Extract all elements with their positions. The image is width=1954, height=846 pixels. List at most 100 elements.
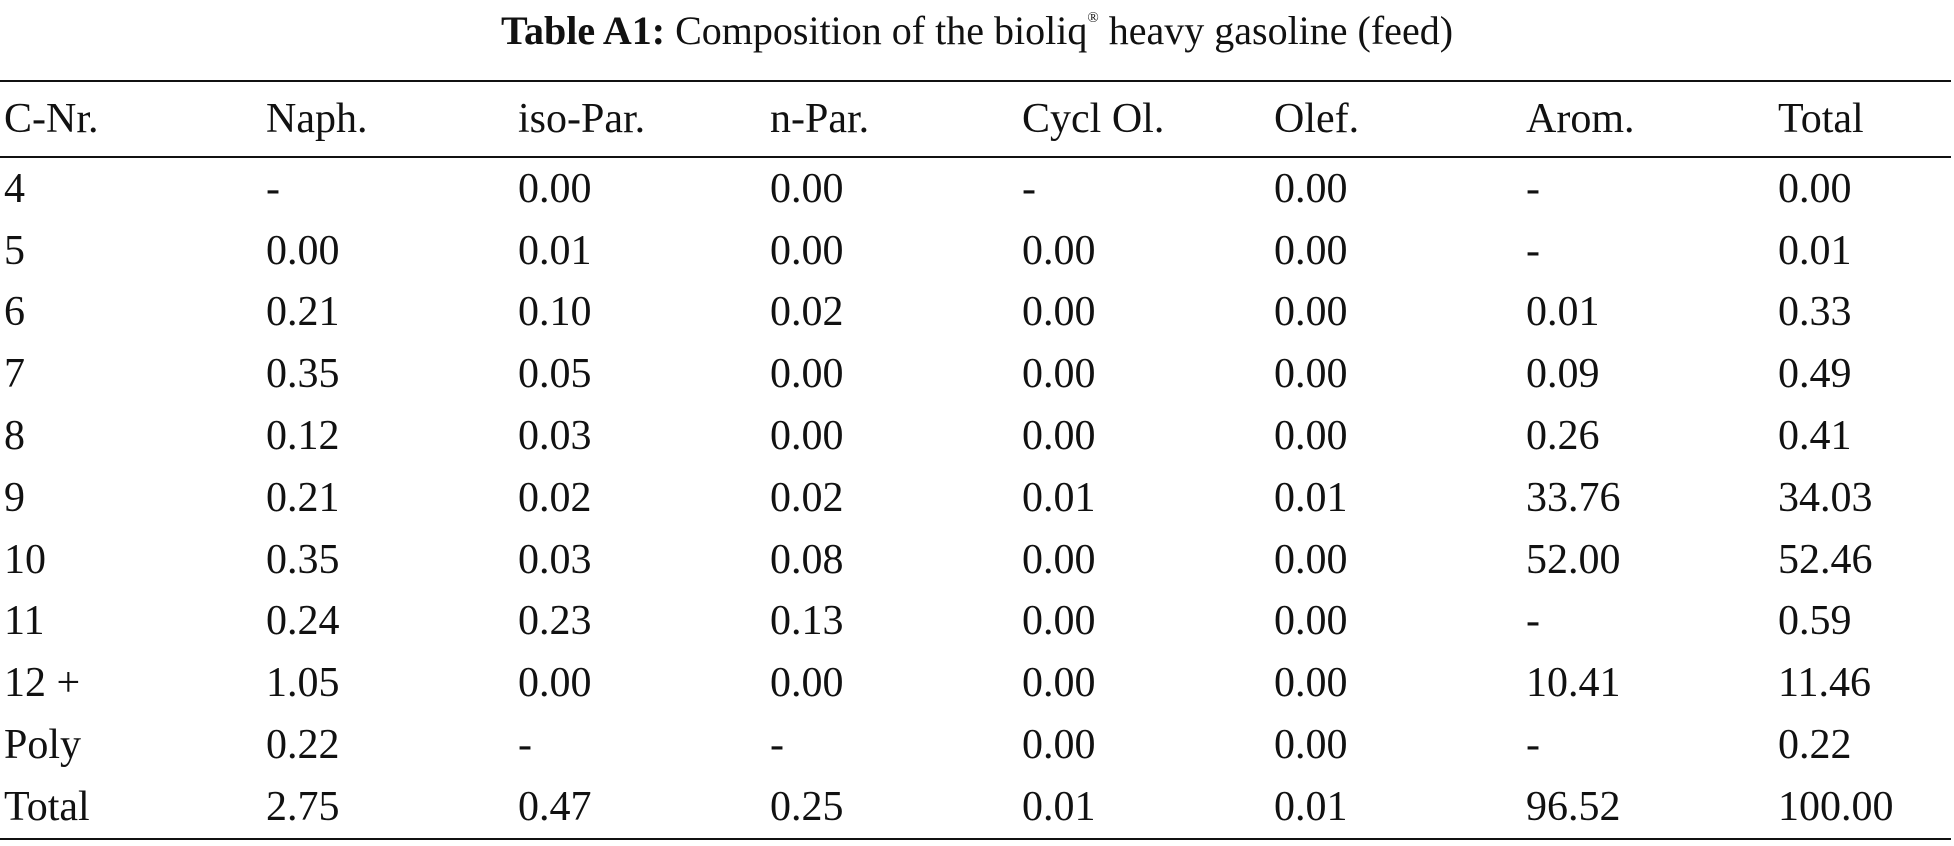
cell-iso-par: - [518, 722, 532, 769]
cell-olef: 0.00 [1274, 660, 1348, 707]
header-naph: Naph. [266, 96, 368, 142]
cell-total: 34.03 [1778, 474, 1873, 521]
cell-olef: 0.00 [1274, 165, 1348, 212]
cell-cycl-ol: 0.00 [1022, 660, 1096, 707]
cell-arom: 10.41 [1526, 660, 1621, 707]
cell-arom: - [1526, 165, 1540, 212]
header-n-par: n-Par. [770, 96, 870, 142]
cell-n-par: 0.00 [770, 413, 844, 460]
cell-cycl-ol: 0.00 [1022, 227, 1096, 274]
cell-olef: 0.00 [1274, 536, 1348, 583]
cell-iso-par: 0.03 [518, 413, 592, 460]
cell-total: 100.00 [1778, 783, 1894, 830]
cell-arom: 52.00 [1526, 536, 1621, 583]
table-row: 9 0.21 0.02 0.02 0.01 0.01 33.76 34.03 [0, 467, 1951, 529]
cell-iso-par: 0.02 [518, 474, 592, 521]
cell-naph: 0.21 [266, 474, 340, 521]
table-row: 4 - 0.00 0.00 - 0.00 - 0.00 [0, 157, 1951, 220]
cell-arom: 96.52 [1526, 783, 1621, 830]
cell-naph: 1.05 [266, 660, 340, 707]
header-total: Total [1778, 96, 1864, 142]
cell-iso-par: 0.47 [518, 783, 592, 830]
cell-c-nr: 4 [4, 165, 25, 212]
cell-naph: 0.24 [266, 598, 340, 645]
cell-arom: 0.01 [1526, 289, 1600, 336]
cell-total: 0.59 [1778, 598, 1852, 645]
cell-olef: 0.00 [1274, 227, 1348, 274]
cell-cycl-ol: - [1022, 165, 1036, 212]
cell-naph: - [266, 165, 280, 212]
cell-arom: - [1526, 722, 1540, 769]
cell-cycl-ol: 0.00 [1022, 289, 1096, 336]
cell-n-par: 0.00 [770, 165, 844, 212]
cell-olef: 0.00 [1274, 351, 1348, 398]
header-c-nr: C-Nr. [4, 96, 99, 142]
table-row: 8 0.12 0.03 0.00 0.00 0.00 0.26 0.41 [0, 405, 1951, 467]
cell-total: 0.01 [1778, 227, 1852, 274]
cell-olef: 0.01 [1274, 474, 1348, 521]
cell-naph: 0.21 [266, 289, 340, 336]
header-arom: Arom. [1526, 96, 1635, 142]
cell-naph: 0.35 [266, 351, 340, 398]
cell-n-par: - [770, 722, 784, 769]
cell-iso-par: 0.03 [518, 536, 592, 583]
cell-naph: 0.12 [266, 413, 340, 460]
cell-total: 11.46 [1778, 660, 1871, 707]
cell-iso-par: 0.05 [518, 351, 592, 398]
composition-table-container: C-Nr. Naph. iso-Par. n-Par. Cycl Ol. Ole… [0, 80, 1951, 840]
cell-cycl-ol: 0.01 [1022, 474, 1096, 521]
caption-label: Table A1: [500, 8, 666, 53]
caption-text-end: heavy gasoline (feed) [1098, 8, 1454, 53]
cell-n-par: 0.00 [770, 351, 844, 398]
cell-olef: 0.01 [1274, 783, 1348, 830]
header-cycl-ol: Cycl Ol. [1022, 96, 1165, 142]
cell-total: 0.33 [1778, 289, 1852, 336]
cell-total: 0.41 [1778, 413, 1852, 460]
cell-c-nr: 8 [4, 413, 25, 460]
cell-n-par: 0.02 [770, 474, 844, 521]
table-header-row: C-Nr. Naph. iso-Par. n-Par. Cycl Ol. Ole… [0, 81, 1951, 157]
table-caption: Table A1: Composition of the bioliq® hea… [0, 6, 1954, 65]
cell-olef: 0.00 [1274, 722, 1348, 769]
cell-iso-par: 0.00 [518, 660, 592, 707]
cell-cycl-ol: 0.00 [1022, 722, 1096, 769]
table-row: 5 0.00 0.01 0.00 0.00 0.00 - 0.01 [0, 220, 1951, 282]
composition-table: C-Nr. Naph. iso-Par. n-Par. Cycl Ol. Ole… [0, 80, 1951, 840]
cell-arom: 0.26 [1526, 413, 1600, 460]
cell-c-nr: 6 [4, 289, 25, 336]
cell-n-par: 0.13 [770, 598, 844, 645]
cell-iso-par: 0.10 [518, 289, 592, 336]
cell-arom: 0.09 [1526, 351, 1600, 398]
cell-naph: 0.00 [266, 227, 340, 274]
cell-naph: 0.22 [266, 722, 340, 769]
cell-c-nr: 7 [4, 351, 25, 398]
table-row: Poly 0.22 - - 0.00 0.00 - 0.22 [0, 714, 1951, 776]
cell-arom: - [1526, 598, 1540, 645]
table-row: 10 0.35 0.03 0.08 0.00 0.00 52.00 52.46 [0, 529, 1951, 591]
cell-iso-par: 0.01 [518, 227, 592, 274]
cell-cycl-ol: 0.00 [1022, 536, 1096, 583]
cell-c-nr: Poly [4, 722, 82, 769]
cell-cycl-ol: 0.01 [1022, 783, 1096, 830]
cell-total: 0.49 [1778, 351, 1852, 398]
table-row: Total 2.75 0.47 0.25 0.01 0.01 96.52 100.00 [0, 776, 1951, 839]
table-row: 6 0.21 0.10 0.02 0.00 0.00 0.01 0.33 [0, 282, 1951, 344]
cell-olef: 0.00 [1274, 413, 1348, 460]
cell-c-nr: 5 [4, 227, 25, 274]
header-iso-par: iso-Par. [518, 96, 646, 142]
header-olef: Olef. [1274, 96, 1360, 142]
cell-c-nr: 11 [4, 598, 45, 645]
cell-total: 0.00 [1778, 165, 1852, 212]
cell-cycl-ol: 0.00 [1022, 413, 1096, 460]
cell-c-nr: 9 [4, 474, 25, 521]
registered-mark: ® [1087, 10, 1099, 26]
cell-total: 0.22 [1778, 722, 1852, 769]
cell-cycl-ol: 0.00 [1022, 598, 1096, 645]
table-row: 7 0.35 0.05 0.00 0.00 0.00 0.09 0.49 [0, 343, 1951, 405]
caption-text: Composition of the bioliq [675, 8, 1088, 53]
cell-c-nr: 12 + [4, 660, 81, 707]
cell-iso-par: 0.00 [518, 165, 592, 212]
cell-olef: 0.00 [1274, 289, 1348, 336]
cell-iso-par: 0.23 [518, 598, 592, 645]
table-row: 12 + 1.05 0.00 0.00 0.00 0.00 10.41 11.46 [0, 652, 1951, 714]
